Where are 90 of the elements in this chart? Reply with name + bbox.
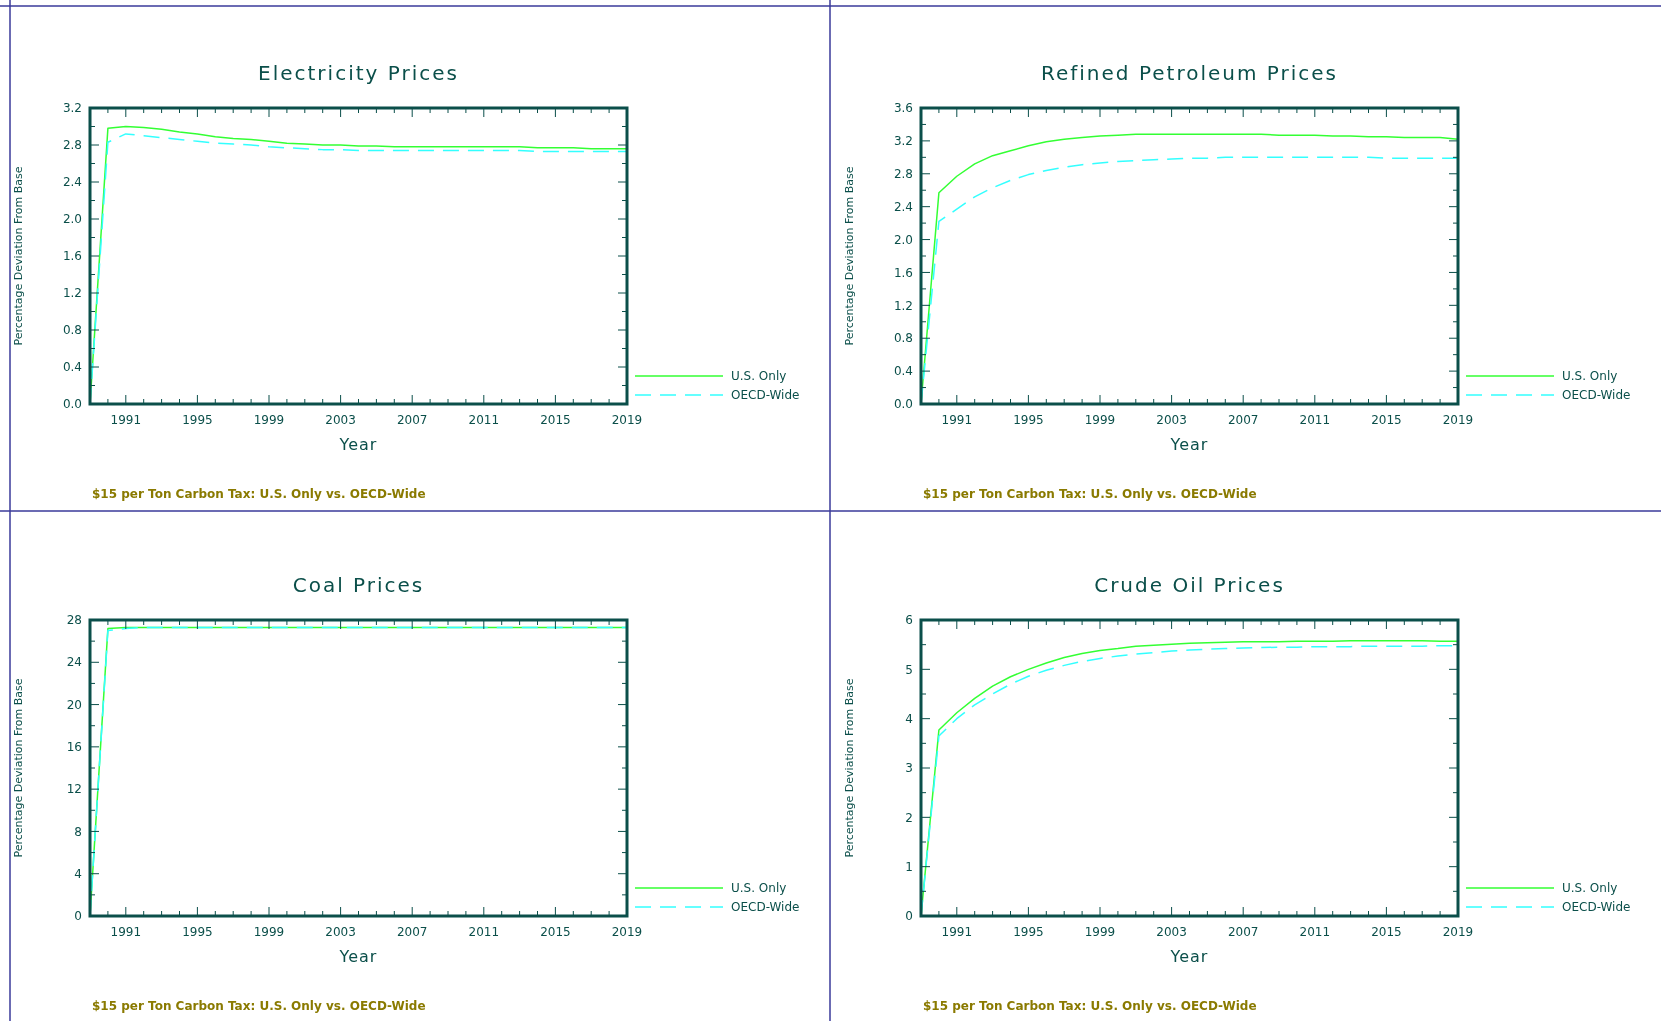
x-axis-title: Year <box>338 435 378 454</box>
y-tick-label: 2.0 <box>893 232 913 247</box>
y-tick-label: 2.4 <box>62 175 82 190</box>
x-tick-label: 2011 <box>1299 925 1331 939</box>
x-tick-label: 2015 <box>540 925 571 939</box>
text: U.S. Only <box>1562 881 1618 896</box>
x-tick-label: 2019 <box>1442 925 1474 939</box>
y-tick-label: 4 <box>74 866 82 881</box>
y-tick-label: 0.0 <box>62 397 82 412</box>
y-tick-label: 3.6 <box>893 101 913 116</box>
x-tick-label: 2015 <box>1371 925 1402 939</box>
y-tick-label: 0 <box>905 909 913 924</box>
x-tick-label: 1999 <box>1084 925 1116 939</box>
y-tick-label: 1.2 <box>893 298 913 313</box>
chart-title: Crude Oil Prices <box>1094 573 1285 597</box>
x-tick-label: 2019 <box>1442 413 1474 427</box>
text: OECD-Wide <box>1562 900 1631 915</box>
text: U.S. Only <box>731 369 787 384</box>
y-tick-label: 6 <box>905 613 913 628</box>
x-tick-label: 2011 <box>1299 413 1331 427</box>
y-tick-label: 20 <box>66 697 82 712</box>
y-tick-label: 24 <box>66 655 82 670</box>
y-axis-title: Percentage Deviation From Base <box>12 166 25 346</box>
chart-title: Coal Prices <box>292 573 425 597</box>
y-tick-label: 0 <box>74 909 82 924</box>
y-tick-label: 12 <box>66 782 82 797</box>
y-tick-label: 4 <box>905 711 913 726</box>
x-tick-label: 2007 <box>396 925 428 939</box>
y-tick-label: 0.8 <box>893 331 913 346</box>
x-tick-label: 2007 <box>1227 413 1259 427</box>
x-tick-label: 2003 <box>325 413 356 427</box>
x-tick-label: 2007 <box>1227 925 1259 939</box>
y-tick-label: 2.4 <box>893 199 913 214</box>
x-tick-label: 1991 <box>110 925 142 939</box>
chart-title: Refined Petroleum Prices <box>1040 61 1339 85</box>
x-tick-label: 1995 <box>1013 925 1044 939</box>
x-tick-label: 2019 <box>611 413 643 427</box>
y-tick-label: 1.2 <box>62 286 82 301</box>
y-tick-label: 2.8 <box>62 138 82 153</box>
y-tick-label: 0.4 <box>893 364 913 379</box>
y-tick-label: 2.8 <box>893 166 913 181</box>
chart-title: Electricity Prices <box>258 61 459 85</box>
y-tick-label: 3.2 <box>893 134 913 149</box>
y-tick-label: 3.2 <box>62 101 82 116</box>
text: OECD-Wide <box>731 900 800 915</box>
text: $15 per Ton Carbon Tax: U.S. Only vs. OECD-Wide <box>92 999 426 1013</box>
x-tick-label: 2007 <box>396 413 428 427</box>
text: U.S. Only <box>731 881 787 896</box>
y-tick-label: 5 <box>905 662 913 677</box>
y-tick-label: 28 <box>66 613 82 628</box>
x-tick-label: 2003 <box>1156 925 1187 939</box>
x-tick-label: 1991 <box>941 925 973 939</box>
x-axis-title: Year <box>1169 435 1209 454</box>
x-tick-label: 1999 <box>253 925 285 939</box>
x-tick-label: 1999 <box>1084 413 1116 427</box>
x-tick-label: 2011 <box>468 925 500 939</box>
x-tick-label: 2015 <box>540 413 571 427</box>
y-tick-label: 1 <box>905 859 913 874</box>
x-axis-title: Year <box>1169 947 1209 966</box>
x-tick-label: 1999 <box>253 413 285 427</box>
x-tick-label: 1995 <box>1013 413 1044 427</box>
x-tick-label: 1991 <box>110 413 142 427</box>
x-tick-label: 1995 <box>182 925 213 939</box>
y-tick-label: 2 <box>905 810 913 825</box>
y-tick-label: 0.4 <box>62 360 82 375</box>
x-tick-label: 2003 <box>1156 413 1187 427</box>
y-tick-label: 8 <box>74 824 82 839</box>
y-tick-label: 1.6 <box>893 265 913 280</box>
text: $15 per Ton Carbon Tax: U.S. Only vs. OECD-Wide <box>923 487 1257 501</box>
y-tick-label: 2.0 <box>62 212 82 227</box>
x-tick-label: 1995 <box>182 413 213 427</box>
x-tick-label: 2011 <box>468 413 500 427</box>
y-axis-title: Percentage Deviation From Base <box>843 166 856 346</box>
y-tick-label: 0.0 <box>893 397 913 412</box>
x-tick-label: 2015 <box>1371 413 1402 427</box>
y-tick-label: 16 <box>66 740 82 755</box>
x-tick-label: 2003 <box>325 925 356 939</box>
y-tick-label: 0.8 <box>62 323 82 338</box>
text: $15 per Ton Carbon Tax: U.S. Only vs. OECD-Wide <box>923 999 1257 1013</box>
y-axis-title: Percentage Deviation From Base <box>843 678 856 858</box>
x-axis-title: Year <box>338 947 378 966</box>
text: OECD-Wide <box>731 388 800 403</box>
y-tick-label: 1.6 <box>62 249 82 264</box>
y-tick-label: 3 <box>905 761 913 776</box>
x-tick-label: 1991 <box>941 413 973 427</box>
y-axis-title: Percentage Deviation From Base <box>12 678 25 858</box>
x-tick-label: 2019 <box>611 925 643 939</box>
text: OECD-Wide <box>1562 388 1631 403</box>
text: U.S. Only <box>1562 369 1618 384</box>
text: $15 per Ton Carbon Tax: U.S. Only vs. OECD-Wide <box>92 487 426 501</box>
